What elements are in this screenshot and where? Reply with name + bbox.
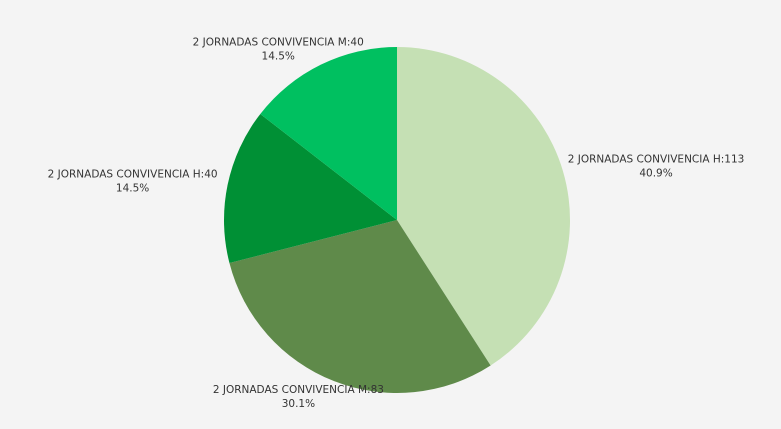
pie-slice xyxy=(224,113,397,264)
slice-label: 2 JORNADAS CONVIVENCIA H:113 xyxy=(568,153,745,165)
value-label: 30.1% xyxy=(282,398,315,410)
slice-label: 2 JORNADAS CONVIVENCIA M:40 xyxy=(193,36,364,48)
value-label: 14.5% xyxy=(262,50,295,62)
value-label: 14.5% xyxy=(116,182,149,194)
pie-slice xyxy=(397,47,570,366)
pie-slice xyxy=(260,47,397,220)
pie-slice xyxy=(229,220,491,393)
value-label: 40.9% xyxy=(639,167,672,179)
slice-label: 2 JORNADAS CONVIVENCIA M:83 xyxy=(213,384,384,396)
slice-label: 2 JORNADAS CONVIVENCIA H:40 xyxy=(48,168,218,180)
